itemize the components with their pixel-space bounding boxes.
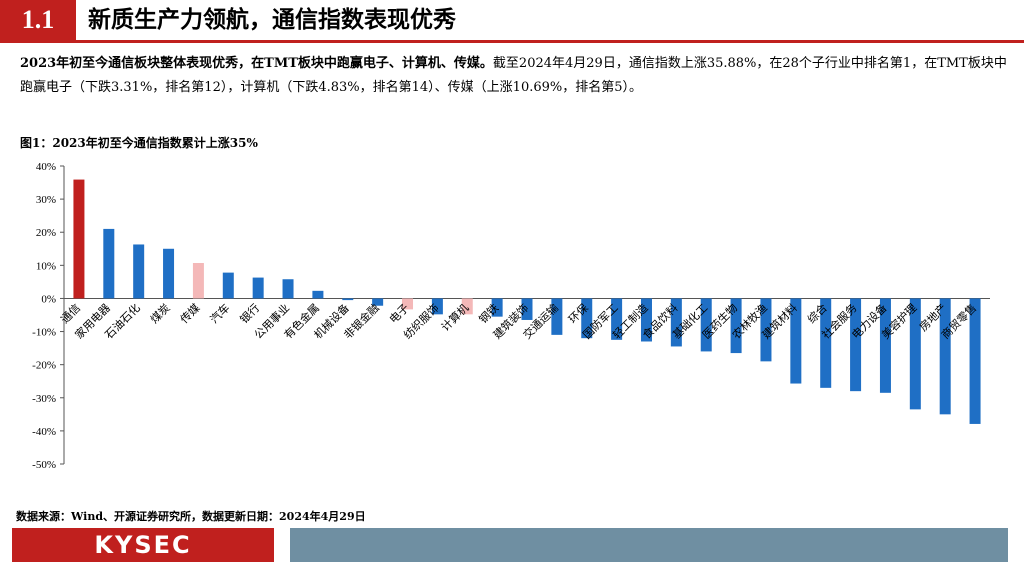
y-tick-label: 30%: [36, 194, 56, 206]
category-label: 通信: [58, 301, 83, 326]
figure-title: 图1：2023年初至今通信指数累计上涨35%: [20, 136, 258, 150]
bar-31: [969, 298, 981, 424]
bar-22: [700, 298, 712, 352]
data-source: 数据来源：Wind、开源证券研究所，数据更新日期：2024年4月29日: [16, 510, 366, 523]
bar-14: [461, 298, 473, 315]
bar-10: [342, 298, 354, 301]
section-number: 1.1: [0, 0, 76, 40]
category-label: 银行: [237, 301, 262, 326]
header: 1.1 新质生产力领航，通信指数表现优秀: [0, 0, 1024, 44]
bar-26: [820, 298, 832, 388]
bar-5: [192, 263, 204, 299]
bar-29: [909, 298, 921, 410]
y-tick-label: -30%: [32, 393, 56, 405]
bar-9: [312, 290, 324, 299]
category-label: 传媒: [178, 301, 203, 326]
bar-25: [790, 298, 802, 384]
bar-20: [640, 298, 652, 342]
bar-23: [730, 298, 742, 354]
y-tick-label: -40%: [32, 426, 56, 438]
bar-27: [850, 298, 862, 392]
intro-paragraph: 2023年初至今通信板块整体表现优秀，在TMT板块中跑赢电子、计算机、传媒。截至…: [20, 52, 1010, 100]
y-tick-label: -20%: [32, 360, 56, 372]
bar-18: [581, 298, 593, 339]
bar-7: [252, 277, 264, 299]
bar-2: [103, 228, 115, 299]
bar-chart: 40%30%20%10%0%-10%-20%-30%-40%-50%通信家用电器…: [32, 161, 990, 471]
footer-bar: [290, 528, 1008, 562]
bar-6: [222, 272, 234, 299]
logo-text: KYSEC: [94, 531, 192, 559]
bar-28: [879, 298, 891, 393]
bar-24: [760, 298, 772, 362]
y-tick-label: -10%: [32, 327, 56, 339]
bar-30: [939, 298, 951, 415]
bar-15: [491, 298, 503, 317]
bar-21: [670, 298, 682, 347]
bar-13: [431, 298, 443, 315]
category-label: 计算机: [438, 301, 471, 334]
bar-1: [73, 179, 85, 299]
bar-3: [133, 244, 145, 299]
bar-4: [163, 248, 175, 299]
y-tick-label: 40%: [36, 161, 56, 173]
y-tick-label: -50%: [32, 459, 56, 471]
bar-11: [372, 298, 384, 306]
bar-8: [282, 279, 294, 299]
y-tick-label: 10%: [36, 260, 56, 272]
category-label: 煤炭: [148, 301, 173, 326]
section-title: 新质生产力领航，通信指数表现优秀: [88, 7, 456, 33]
bar-17: [551, 298, 563, 335]
intro-bold: 2023年初至今通信板块整体表现优秀，在TMT板块中跑赢电子、计算机、传媒。: [20, 56, 493, 71]
bar-12: [402, 298, 414, 310]
y-tick-label: 0%: [41, 293, 56, 305]
bar-19: [611, 298, 623, 340]
kysec-logo: KYSEC: [12, 528, 274, 562]
category-label: 汽车: [207, 301, 232, 326]
header-rule: [0, 40, 1024, 43]
y-tick-label: 20%: [36, 227, 56, 239]
intro-rest: 截至2024年4月29日，通信指数上涨35.88%，在28个子行业中排名第1，在…: [20, 56, 1007, 95]
bar-16: [521, 298, 533, 320]
